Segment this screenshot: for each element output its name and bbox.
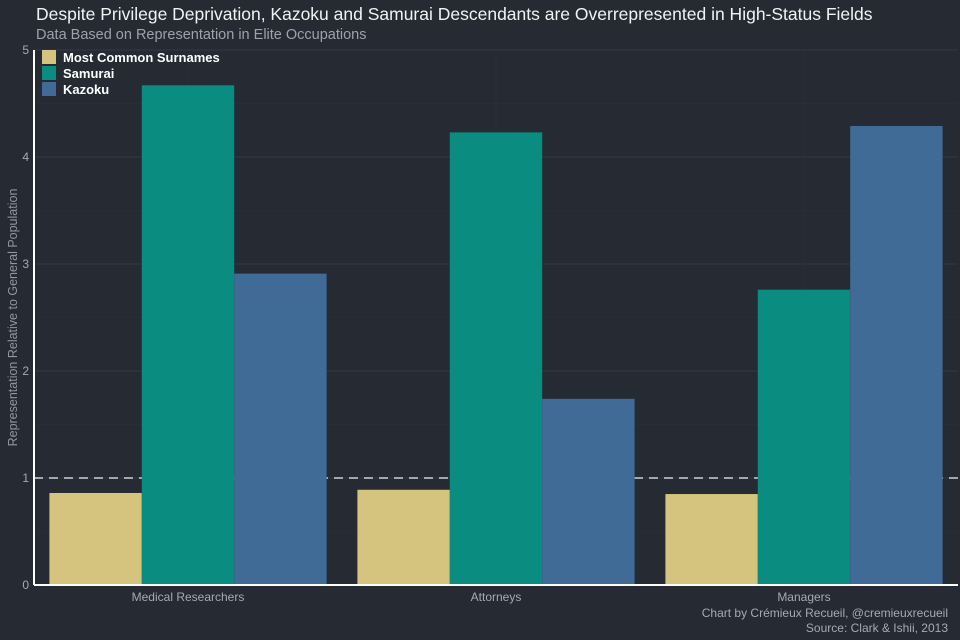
y-tick-label: 1 (22, 471, 29, 485)
x-tick-label: Attorneys (471, 590, 522, 604)
y-tick-label: 0 (22, 578, 29, 592)
caption-credit: Chart by Crémieux Recueil, @cremieuxrecu… (701, 606, 948, 620)
chart-caption: Chart by Crémieux Recueil, @cremieuxrecu… (702, 606, 948, 636)
x-tick-label: Managers (777, 590, 830, 604)
y-tick-label: 4 (22, 150, 29, 164)
y-tick-label: 5 (22, 43, 29, 57)
caption-source: Source: Clark & Ishii, 2013 (805, 621, 948, 635)
legend-label: Most Common Surnames (63, 50, 220, 65)
bar-most-common-surnames-medical-researchers (49, 492, 142, 585)
bar-most-common-surnames-managers (665, 494, 758, 585)
legend-swatch (42, 66, 56, 80)
y-tick-label: 3 (22, 257, 29, 271)
bar-most-common-surnames-attorneys (357, 489, 450, 585)
bar-kazoku-managers (850, 125, 943, 585)
x-tick-label: Medical Researchers (132, 590, 245, 604)
bar-kazoku-medical-researchers (234, 273, 327, 585)
chart-subtitle: Data Based on Representation in Elite Oc… (36, 27, 367, 43)
legend-label: Samurai (63, 66, 114, 81)
bar-samurai-attorneys (449, 132, 543, 585)
axes: 0 1 2 3 4 5 Medical Researchers Attorneys Manage… (6, 43, 958, 604)
chart-title: Despite Privilege Deprivation, Kazoku an… (36, 4, 873, 24)
y-tick-label: 2 (22, 364, 29, 378)
legend-swatch (42, 50, 56, 64)
legend-swatch (42, 82, 56, 96)
legend-label: Kazoku (63, 82, 109, 97)
bars (49, 85, 943, 585)
bar-samurai-managers (757, 289, 851, 585)
y-axis-label: Representation Relative to General Popul… (6, 189, 20, 447)
bar-kazoku-attorneys (542, 398, 635, 585)
bar-samurai-medical-researchers (141, 85, 235, 585)
